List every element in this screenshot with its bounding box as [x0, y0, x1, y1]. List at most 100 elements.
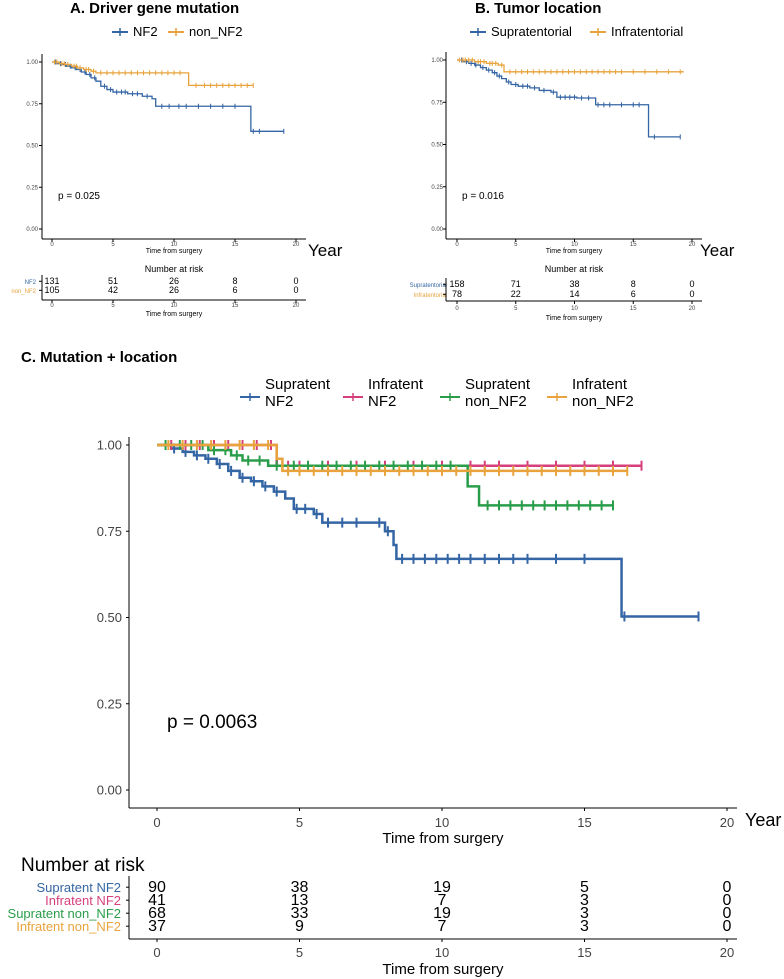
x-tick-label: 15	[577, 815, 591, 830]
y-tick-label: 0.25	[26, 185, 38, 191]
panel-title: B. Tumor location	[475, 0, 601, 17]
x-axis-label: Time from surgery	[546, 248, 603, 255]
risk-count: 26	[169, 276, 179, 286]
risk-count: 9	[295, 918, 304, 935]
y-tick-label: 1.00	[97, 438, 122, 453]
survival-curve-1	[457, 59, 681, 138]
risk-count: 0	[689, 279, 694, 289]
risk-count: 71	[511, 279, 521, 289]
risk-row-name: Supratentorial	[410, 283, 447, 289]
risk-x-tick-label: 15	[577, 945, 591, 960]
risk-x-tick-label: 10	[571, 306, 578, 312]
survival-curve-1	[52, 61, 284, 132]
year-label: Year	[700, 241, 735, 260]
legend-label: non_NF2	[572, 393, 634, 410]
risk-x-tick-label: 15	[630, 306, 637, 312]
legend: NF2 non_NF2	[112, 24, 242, 39]
x-tick-label: 5	[296, 815, 303, 830]
risk-count: 0	[293, 276, 298, 286]
risk-count: 38	[569, 279, 579, 289]
risk-count: 42	[108, 285, 118, 295]
risk-count: 0	[723, 879, 732, 896]
risk-count: 68	[148, 905, 166, 922]
y-tick-label: 0.50	[431, 143, 443, 149]
panel-title: C. Mutation + location	[21, 349, 177, 366]
risk-count: 105	[44, 285, 59, 295]
risk-count: 0	[723, 892, 732, 909]
risk-x-tick-label: 5	[111, 303, 115, 309]
risk-x-tick-label: 10	[171, 303, 178, 309]
risk-x-tick-label: 0	[153, 945, 160, 960]
risk-count: 51	[108, 276, 118, 286]
y-tick-label: 0.25	[97, 696, 122, 711]
risk-row-name: Infratent NF2	[45, 893, 121, 908]
risk-count: 7	[438, 918, 447, 935]
risk-count: 19	[433, 879, 451, 896]
legend: SupratentNF2InfratentNF2Supratentnon_NF2…	[240, 376, 634, 410]
x-tick-label: 0	[50, 242, 54, 248]
risk-x-tick-label: 20	[293, 303, 300, 309]
risk-count: 90	[148, 879, 166, 896]
x-axis-label: Time from surgery	[382, 830, 504, 847]
risk-x-axis-label: Time from surgery	[146, 311, 203, 318]
y-tick-label: 0.00	[431, 227, 443, 233]
x-tick-label: 5	[111, 242, 115, 248]
p-value: p = 0.0063	[167, 712, 257, 733]
x-tick-label: 20	[689, 242, 696, 248]
legend-label: Supratent	[265, 376, 331, 393]
survival-curve-3	[157, 443, 613, 507]
risk-count: 0	[293, 285, 298, 295]
survival-curve-2	[52, 61, 254, 87]
risk-count: 0	[689, 289, 694, 299]
risk-x-axis-label: Time from surgery	[382, 961, 504, 978]
legend-label: Infratent	[572, 376, 628, 393]
year-label: Year	[308, 241, 343, 260]
risk-count: 26	[169, 285, 179, 295]
panel-b: B. Tumor location Supratentorial Infratent…	[410, 0, 735, 322]
risk-count: 5	[580, 879, 589, 896]
y-tick-label: 0.75	[431, 100, 443, 106]
legend-label: NF2	[368, 393, 396, 410]
legend-label: Infratentorial	[611, 24, 683, 39]
x-tick-label: 5	[514, 242, 518, 248]
legend-label: non_NF2	[465, 393, 527, 410]
panel-title: A. Driver gene mutation	[70, 0, 239, 17]
risk-count: 3	[580, 918, 589, 935]
risk-count: 6	[232, 285, 237, 295]
panel-c: C. Mutation + location Supratent NF2 Infrat…	[8, 349, 782, 978]
risk-x-tick-label: 0	[50, 303, 54, 309]
risk-table-title: Number at risk	[145, 264, 204, 274]
y-tick-label: 0.00	[26, 227, 38, 233]
y-tick-label: 0.50	[26, 144, 38, 150]
risk-row-name: Supratent non_NF2	[8, 906, 121, 921]
y-tick-label: 0.75	[97, 524, 122, 539]
risk-count: 38	[291, 879, 309, 896]
risk-count: 158	[449, 279, 464, 289]
risk-count: 41	[148, 892, 166, 909]
y-tick-label: 0.25	[431, 185, 443, 191]
y-tick-label: 0.50	[97, 610, 122, 625]
survival-curve-4	[157, 443, 628, 473]
risk-row-name: non_NF2	[11, 289, 36, 295]
y-tick-label: 1.00	[431, 58, 443, 64]
x-tick-label: 15	[630, 242, 637, 248]
risk-x-tick-label: 10	[435, 945, 449, 960]
survival-curve-2	[157, 443, 642, 467]
y-tick-label: 1.00	[26, 60, 38, 66]
p-value: p = 0.025	[58, 191, 100, 202]
risk-count: 22	[511, 289, 521, 299]
risk-row-name: NF2	[25, 280, 37, 286]
legend-label: NF2	[133, 24, 158, 39]
risk-count: 33	[291, 905, 309, 922]
x-tick-label: 20	[293, 242, 300, 248]
risk-count: 131	[44, 276, 59, 286]
risk-count: 14	[569, 289, 579, 299]
legend-label: non_NF2	[189, 24, 242, 39]
risk-row-name: Infratentorial	[414, 293, 447, 299]
risk-count: 19	[433, 905, 451, 922]
risk-count: 3	[580, 905, 589, 922]
risk-count: 8	[631, 279, 636, 289]
legend: Supratentorial Infratentorial	[470, 24, 683, 39]
